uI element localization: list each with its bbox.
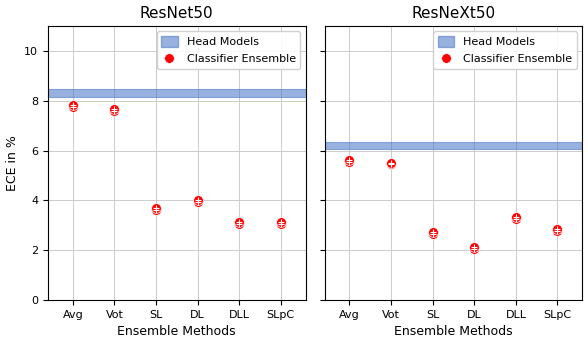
Bar	[48, 89, 306, 97]
Title: ResNeXt50: ResNeXt50	[412, 6, 496, 21]
Legend: Head Models, Classifier Ensemble: Head Models, Classifier Ensemble	[156, 31, 300, 69]
X-axis label: Ensemble Methods: Ensemble Methods	[394, 325, 513, 338]
Y-axis label: ECE in %: ECE in %	[5, 135, 19, 191]
Legend: Head Models, Classifier Ensemble: Head Models, Classifier Ensemble	[433, 31, 577, 69]
X-axis label: Ensemble Methods: Ensemble Methods	[118, 325, 236, 338]
Title: ResNet50: ResNet50	[140, 6, 213, 21]
Bar	[325, 142, 583, 149]
